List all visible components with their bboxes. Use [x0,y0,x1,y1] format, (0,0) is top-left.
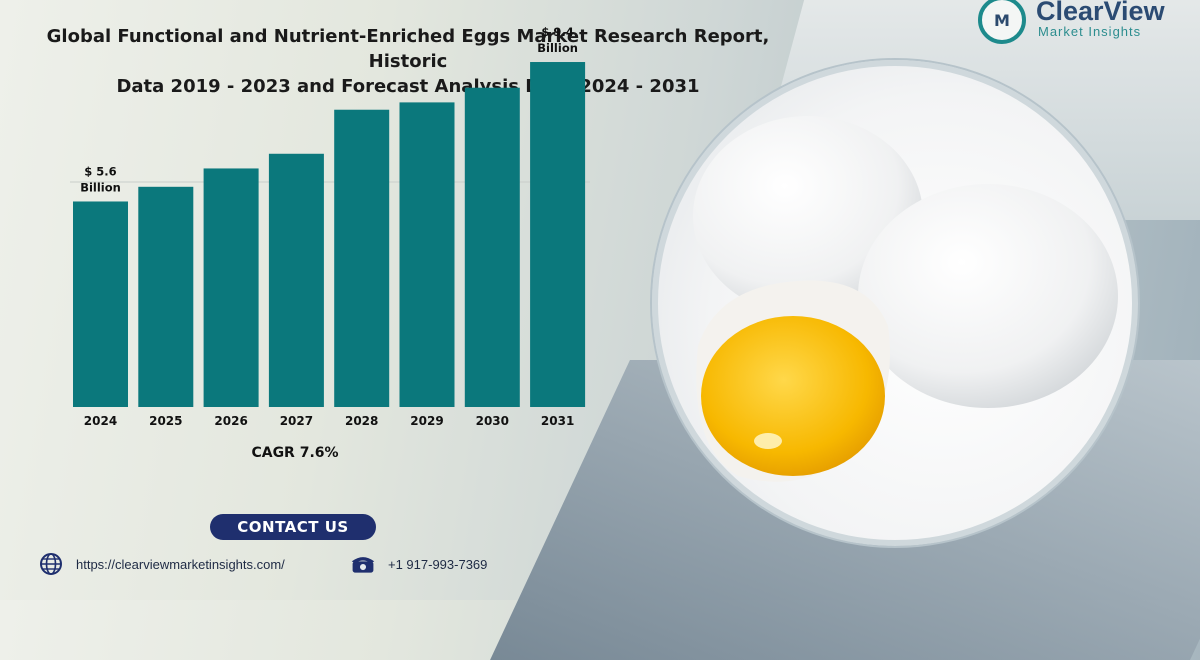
bar-2029 [399,102,455,407]
phone-row[interactable]: +1 917-993-7369 [350,552,487,576]
egg-yolk [701,316,885,476]
bar-2031 [530,62,586,408]
x-tick-label: 2029 [410,414,443,428]
logo-mark-icon: M [978,0,1026,44]
website-row[interactable]: https://clearviewmarketinsights.com/ [38,552,285,576]
phone-number[interactable]: +1 917-993-7369 [388,556,488,572]
x-tick-label: 2030 [476,414,509,428]
data-label-unit: Billion [80,180,121,194]
data-label-value: $ 9.4 [541,25,573,39]
egg-right [858,184,1118,408]
eggs-photo [652,60,1138,546]
bar-2026 [203,168,259,407]
x-tick-label: 2025 [149,414,182,428]
bar-2024 [73,201,128,407]
phone-icon [350,552,376,576]
x-tick-label: 2031 [541,414,574,428]
cagr-label: CAGR 7.6% [251,445,339,461]
logo-name: ClearView [1036,0,1165,26]
bar-2025 [138,186,194,407]
title-line-1: Global Functional and Nutrient-Enriched … [46,26,770,72]
contact-us-button[interactable]: CONTACT US [210,514,376,540]
x-tick-label: 2024 [84,414,117,428]
data-label-unit: Billion [537,41,578,55]
logo-subtitle: Market Insights [1038,24,1142,39]
x-tick-label: 2028 [345,414,378,428]
website-link[interactable]: https://clearviewmarketinsights.com/ [76,556,285,572]
x-tick-label: 2027 [280,414,313,428]
globe-icon [38,552,64,576]
bar-chart: 2024 2025 2026 2027 2028 2029 2030 2031 $ 5.6 Bil… [70,25,590,428]
logo: M ClearView Market Insights [974,0,1194,46]
bar-2027 [268,153,324,407]
bar-2030 [464,87,520,408]
bar-2028 [334,109,390,407]
data-label-value: $ 5.6 [84,164,116,178]
x-tick-label: 2026 [214,414,247,428]
